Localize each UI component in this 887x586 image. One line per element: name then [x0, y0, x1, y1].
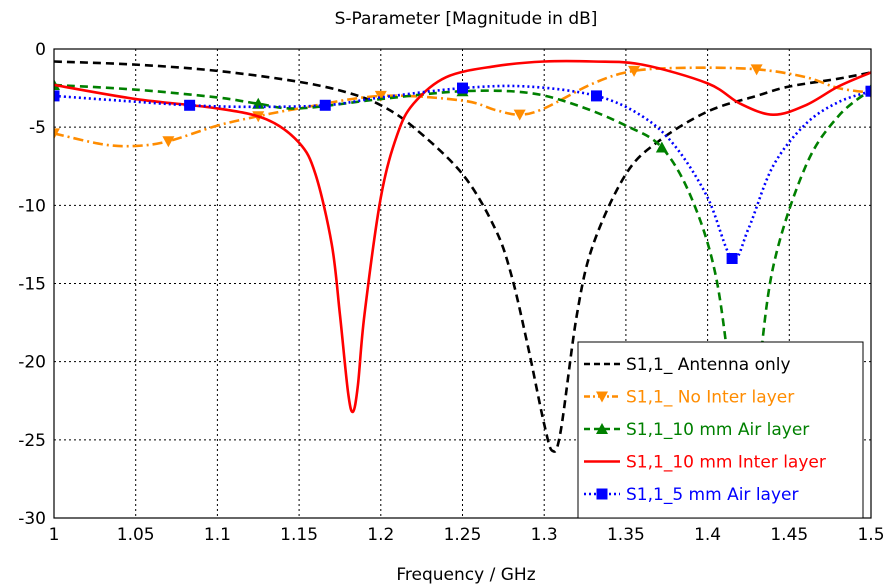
legend-marker	[596, 423, 608, 434]
legend-label: S1,1_10 mm Inter layer	[626, 453, 826, 473]
data-point-marker	[513, 109, 526, 121]
y-tick-label: 0	[35, 40, 46, 60]
series-1	[54, 60, 871, 453]
data-point-marker	[319, 99, 331, 111]
legend: S1,1_ Antenna only S1,1_ No Inter layer S1…	[577, 341, 864, 519]
y-tick-label: -20	[18, 353, 46, 373]
data-point-marker	[750, 64, 763, 76]
data-point-marker	[457, 82, 468, 94]
x-tick-labels: 1 1.05 1.1 1.15 1.2 1.25 1.3 1.35 1.4 1.45 1.5	[49, 525, 885, 545]
series-line	[54, 84, 871, 261]
y-tick-label: -10	[18, 196, 46, 216]
legend-label: S1,1_5 mm Air layer	[626, 485, 798, 505]
y-tick-label: -5	[29, 118, 46, 138]
series-5	[54, 82, 871, 264]
x-tick-label: 1.5	[857, 525, 884, 545]
data-point-marker	[54, 128, 60, 140]
x-axis-label: Frequency / GHz	[396, 565, 535, 585]
x-tick-label: 1	[49, 525, 60, 545]
x-tick-label: 1.1	[204, 525, 231, 545]
y-tick-label: -15	[18, 275, 46, 295]
chart-title: S-Parameter [Magnitude in dB]	[335, 9, 598, 29]
data-point-marker	[628, 65, 641, 77]
x-tick-label: 1.45	[770, 525, 808, 545]
y-tick-label: -30	[18, 509, 46, 529]
legend-label: S1,1_ No Inter layer	[626, 388, 794, 408]
x-tick-label: 1.25	[444, 525, 482, 545]
legend-label: S1,1_10 mm Air layer	[626, 420, 809, 440]
legend-label: S1,1_ Antenna only	[626, 355, 791, 375]
x-tick-label: 1.2	[367, 525, 394, 545]
y-tick-label: -25	[18, 431, 46, 451]
data-point-marker	[374, 90, 387, 102]
legend-marker	[596, 391, 608, 403]
series-4	[54, 59, 871, 414]
legend-box	[577, 341, 864, 519]
x-tick-label: 1.35	[607, 525, 645, 545]
x-tick-label: 1.15	[280, 525, 318, 545]
plot-frame	[53, 48, 872, 519]
data-point-marker	[162, 136, 175, 148]
series-line	[54, 59, 871, 414]
data-point-marker	[184, 99, 196, 111]
data-point-marker	[590, 90, 602, 102]
data-point-marker	[54, 90, 60, 102]
y-tick-labels: 0 -5 -10 -15 -20 -25 -30	[18, 40, 46, 529]
series-2	[54, 64, 871, 148]
series-layer	[54, 59, 871, 477]
legend-marker	[596, 488, 608, 500]
data-point-marker	[726, 252, 738, 264]
data-point-marker	[655, 141, 668, 153]
x-tick-label: 1.4	[694, 525, 721, 545]
series-line	[54, 60, 871, 453]
x-tick-label: 1.3	[531, 525, 558, 545]
data-point-marker	[865, 85, 871, 97]
x-tick-label: 1.05	[117, 525, 155, 545]
